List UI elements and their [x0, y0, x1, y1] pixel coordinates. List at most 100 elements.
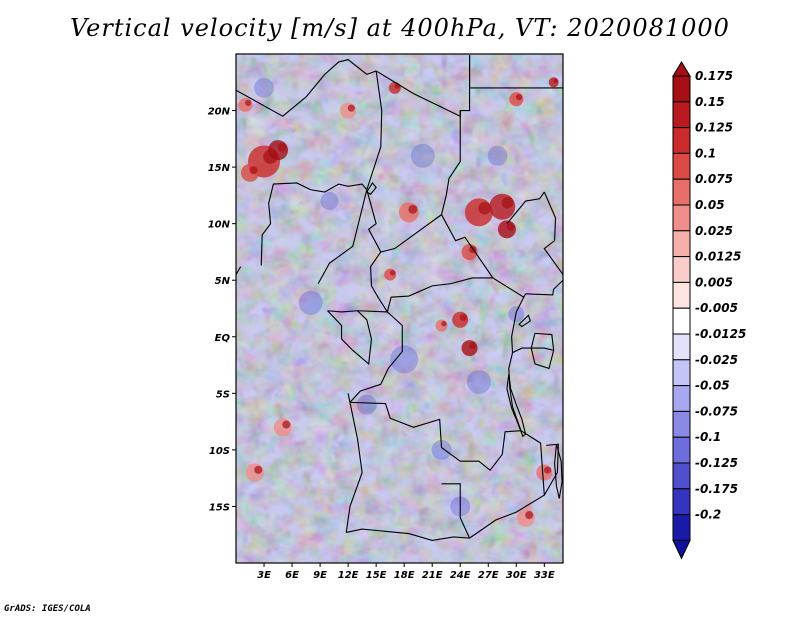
downdraft-cell	[320, 192, 339, 211]
downdraft-cell	[298, 290, 323, 315]
colorbar-swatch	[672, 178, 691, 206]
map-title: Vertical velocity [m/s] at 400hPa, VT: 2…	[70, 14, 730, 42]
updraft-core	[389, 270, 396, 276]
border-cameroon-south	[327, 310, 388, 313]
colorbar-label: 0.175	[695, 69, 733, 83]
colorbar-swatch	[672, 101, 691, 129]
map-area	[236, 54, 563, 563]
lake-victoria	[530, 332, 555, 370]
border-uganda-south	[512, 347, 554, 354]
lon-tick-label: 27E	[478, 570, 499, 581]
colorbar-label: -0.075	[695, 404, 738, 418]
colorbar-swatch	[672, 75, 691, 103]
colorbar-label: 0.025	[695, 224, 733, 238]
colorbar-swatch	[672, 127, 691, 154]
border-angola-drc	[349, 401, 521, 472]
border-car	[369, 214, 493, 314]
downdraft-cell	[254, 77, 275, 98]
lon-tick-label: 9E	[313, 570, 327, 581]
map-frame	[235, 53, 564, 564]
downdraft-cell	[390, 345, 419, 374]
colorbar-swatch	[672, 410, 691, 438]
colorbar-swatch	[672, 488, 691, 516]
updraft-core	[515, 93, 523, 101]
field-downdraft-layer	[236, 54, 563, 563]
updraft-core	[501, 196, 514, 209]
border-namibia	[346, 528, 470, 541]
updraft-core	[506, 222, 515, 231]
colorbar-label: -0.05	[695, 379, 730, 393]
border-uganda-north	[525, 279, 563, 296]
colorbar-label: -0.2	[695, 508, 721, 522]
latitude-axis: 20N 15N 10N 5N EQ 5S 10S 15S	[208, 107, 236, 513]
updraft-core	[254, 465, 263, 474]
colorbar-label: 0.005	[695, 275, 733, 289]
lon-tick-label: 21E	[422, 570, 443, 581]
colorbar-swatch	[672, 436, 691, 464]
lon-tick-label: 30E	[506, 570, 527, 581]
updraft-core	[277, 142, 287, 152]
colorbar-swatch	[672, 256, 691, 283]
colorbar-swatch	[672, 230, 691, 258]
lon-tick-label: 18E	[394, 570, 415, 581]
border-congo-drc	[349, 311, 403, 403]
updraft-core	[347, 104, 355, 112]
downdraft-cell	[431, 439, 452, 460]
lat-tick-label: 15N	[208, 163, 231, 174]
updraft-core	[249, 166, 258, 175]
colorbar-label: 0.075	[695, 172, 733, 186]
colorbar-swatch	[672, 514, 691, 541]
colorbar-swatch	[672, 281, 691, 309]
lake-tanganyika	[506, 374, 527, 438]
downdraft-cell	[410, 143, 435, 168]
lon-tick-label: 24E	[450, 570, 471, 581]
updraft-core	[244, 99, 252, 106]
border-malawi	[543, 443, 559, 496]
updraft-core	[459, 313, 468, 322]
updraft-core	[441, 320, 447, 327]
lat-tick-label: 20N	[208, 107, 231, 118]
updraft-core	[282, 420, 291, 429]
colorbar-label: 0.1	[695, 146, 716, 160]
lake-chad	[366, 182, 377, 195]
downdraft-cell	[466, 370, 491, 395]
border-niger-north	[236, 59, 377, 117]
colorbar-top-arrow	[672, 61, 691, 77]
border-egypt-sudan	[469, 55, 563, 89]
border-angola-coast	[345, 393, 363, 533]
colorbar-swatch	[672, 307, 691, 335]
country-borders	[236, 55, 563, 541]
colorbar-label: -0.025	[695, 353, 738, 367]
lat-tick-label: 5N	[215, 276, 231, 287]
lon-tick-label: 12E	[338, 570, 359, 581]
colorbar-bottom-arrow	[672, 539, 691, 560]
border-chad-cameroon	[366, 189, 382, 253]
lon-tick-label: 3E	[257, 570, 271, 581]
colorbar-label: -0.005	[695, 301, 738, 315]
colorbar-swatch	[672, 385, 691, 412]
updraft-core	[478, 201, 491, 215]
border-nigeria-cameroon	[317, 189, 368, 284]
border-sudan-west	[440, 110, 527, 298]
border-south-sudan	[506, 191, 545, 225]
lake-albert	[518, 314, 531, 328]
lon-tick-label: 6E	[285, 570, 299, 581]
colorbar-label: -0.1	[695, 430, 721, 444]
border-gabon	[327, 310, 373, 366]
colorbar-label: 0.125	[695, 121, 733, 135]
colorbar-label: -0.0125	[695, 327, 746, 341]
colorbar: 0.175 0.15 0.125 0.1 0.075 0.05 0.025 0.0125 0.0…	[672, 61, 746, 560]
lat-tick-label: 10N	[208, 220, 231, 231]
grads-credit: GrADS: IGES/COLA	[4, 604, 91, 614]
lat-tick-label: EQ	[215, 333, 231, 344]
colorbar-swatch	[672, 462, 691, 490]
colorbar-label: 0.05	[695, 198, 725, 212]
downdraft-cell	[356, 394, 377, 415]
border-zambia	[469, 430, 545, 539]
colorbar-swatch	[672, 204, 691, 232]
lon-tick-label: 15E	[366, 570, 387, 581]
border-angola-zambia	[441, 483, 471, 539]
border-drc-east	[508, 296, 525, 431]
updraft-core	[408, 204, 418, 214]
